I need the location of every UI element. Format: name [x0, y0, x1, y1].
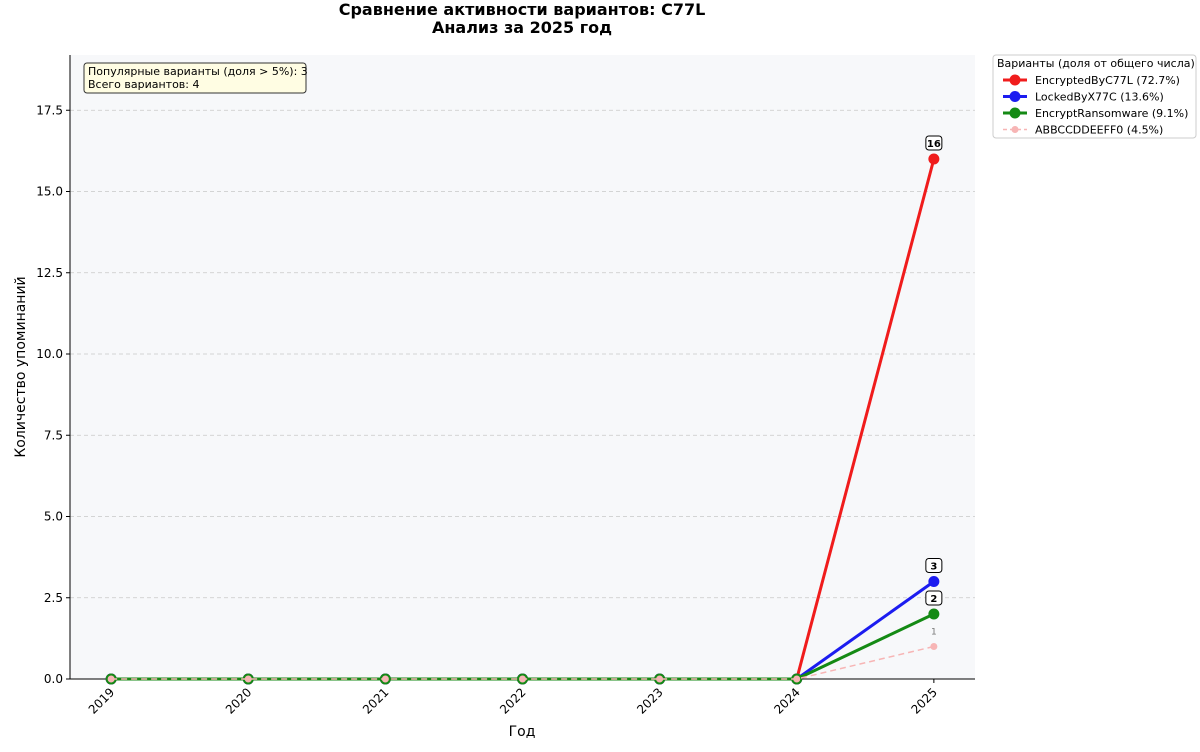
y-tick-label: 7.5 [44, 428, 63, 442]
chart-subtitle: Анализ за 2025 год [432, 18, 612, 37]
y-tick-label: 17.5 [36, 103, 63, 117]
point [656, 675, 664, 683]
data-label: 16 [927, 139, 941, 150]
point [107, 675, 115, 683]
y-tick-label: 2.5 [44, 591, 63, 605]
x-tick-label: 2022 [497, 685, 528, 716]
annotation-box [83, 62, 307, 94]
x-tick-label: 2024 [771, 685, 802, 716]
x-tick-label: 2023 [634, 685, 665, 716]
point [244, 675, 252, 683]
y-tick-label: 0.0 [44, 672, 63, 686]
legend-marker [1009, 91, 1021, 102]
y-tick-label: 5.0 [44, 510, 63, 524]
x-tick-label: 2025 [908, 685, 939, 716]
legend-label: EncryptedByC77L (72.7%) [1035, 74, 1180, 87]
data-label: 1 [931, 628, 937, 638]
y-tick-label: 10.0 [36, 347, 63, 361]
legend-label: EncryptRansomware (9.1%) [1035, 107, 1188, 120]
legend-box [992, 54, 1197, 139]
y-tick-label: 15.0 [36, 185, 63, 199]
point [793, 675, 801, 683]
x-tick-label: 2020 [223, 685, 254, 716]
chart-title: Сравнение активности вариантов: C77L [339, 0, 706, 19]
legend-label: LockedByX77C (13.6%) [1035, 91, 1164, 104]
data-label-box [925, 558, 943, 573]
point [381, 675, 389, 683]
point [928, 153, 940, 165]
legend-label: ABBCCDDEEFF0 (4.5%) [1035, 124, 1163, 137]
plot-area [70, 55, 975, 679]
legend-marker [1011, 126, 1019, 133]
data-label-box [925, 135, 943, 151]
x-axis-label: Год [509, 724, 536, 740]
annotation-text: Всего вариантов: 4 [88, 78, 199, 91]
annotation-text: Популярные варианты (доля > 5%): 3 [88, 65, 308, 78]
x-tick-label: 2021 [360, 685, 391, 716]
legend-marker [1009, 74, 1021, 86]
data-label: 2 [930, 594, 937, 605]
data-label-box [925, 590, 943, 606]
point [930, 643, 938, 650]
legend-marker [1009, 107, 1021, 119]
data-label: 3 [930, 562, 937, 573]
point [928, 576, 940, 587]
point [519, 675, 526, 683]
y-axis-label: Количество упоминаний [13, 276, 29, 457]
y-tick-label: 12.5 [36, 266, 63, 280]
point [928, 608, 940, 620]
x-tick-label: 2019 [86, 685, 117, 716]
legend-title: Варианты (доля от общего числа) [997, 57, 1195, 70]
